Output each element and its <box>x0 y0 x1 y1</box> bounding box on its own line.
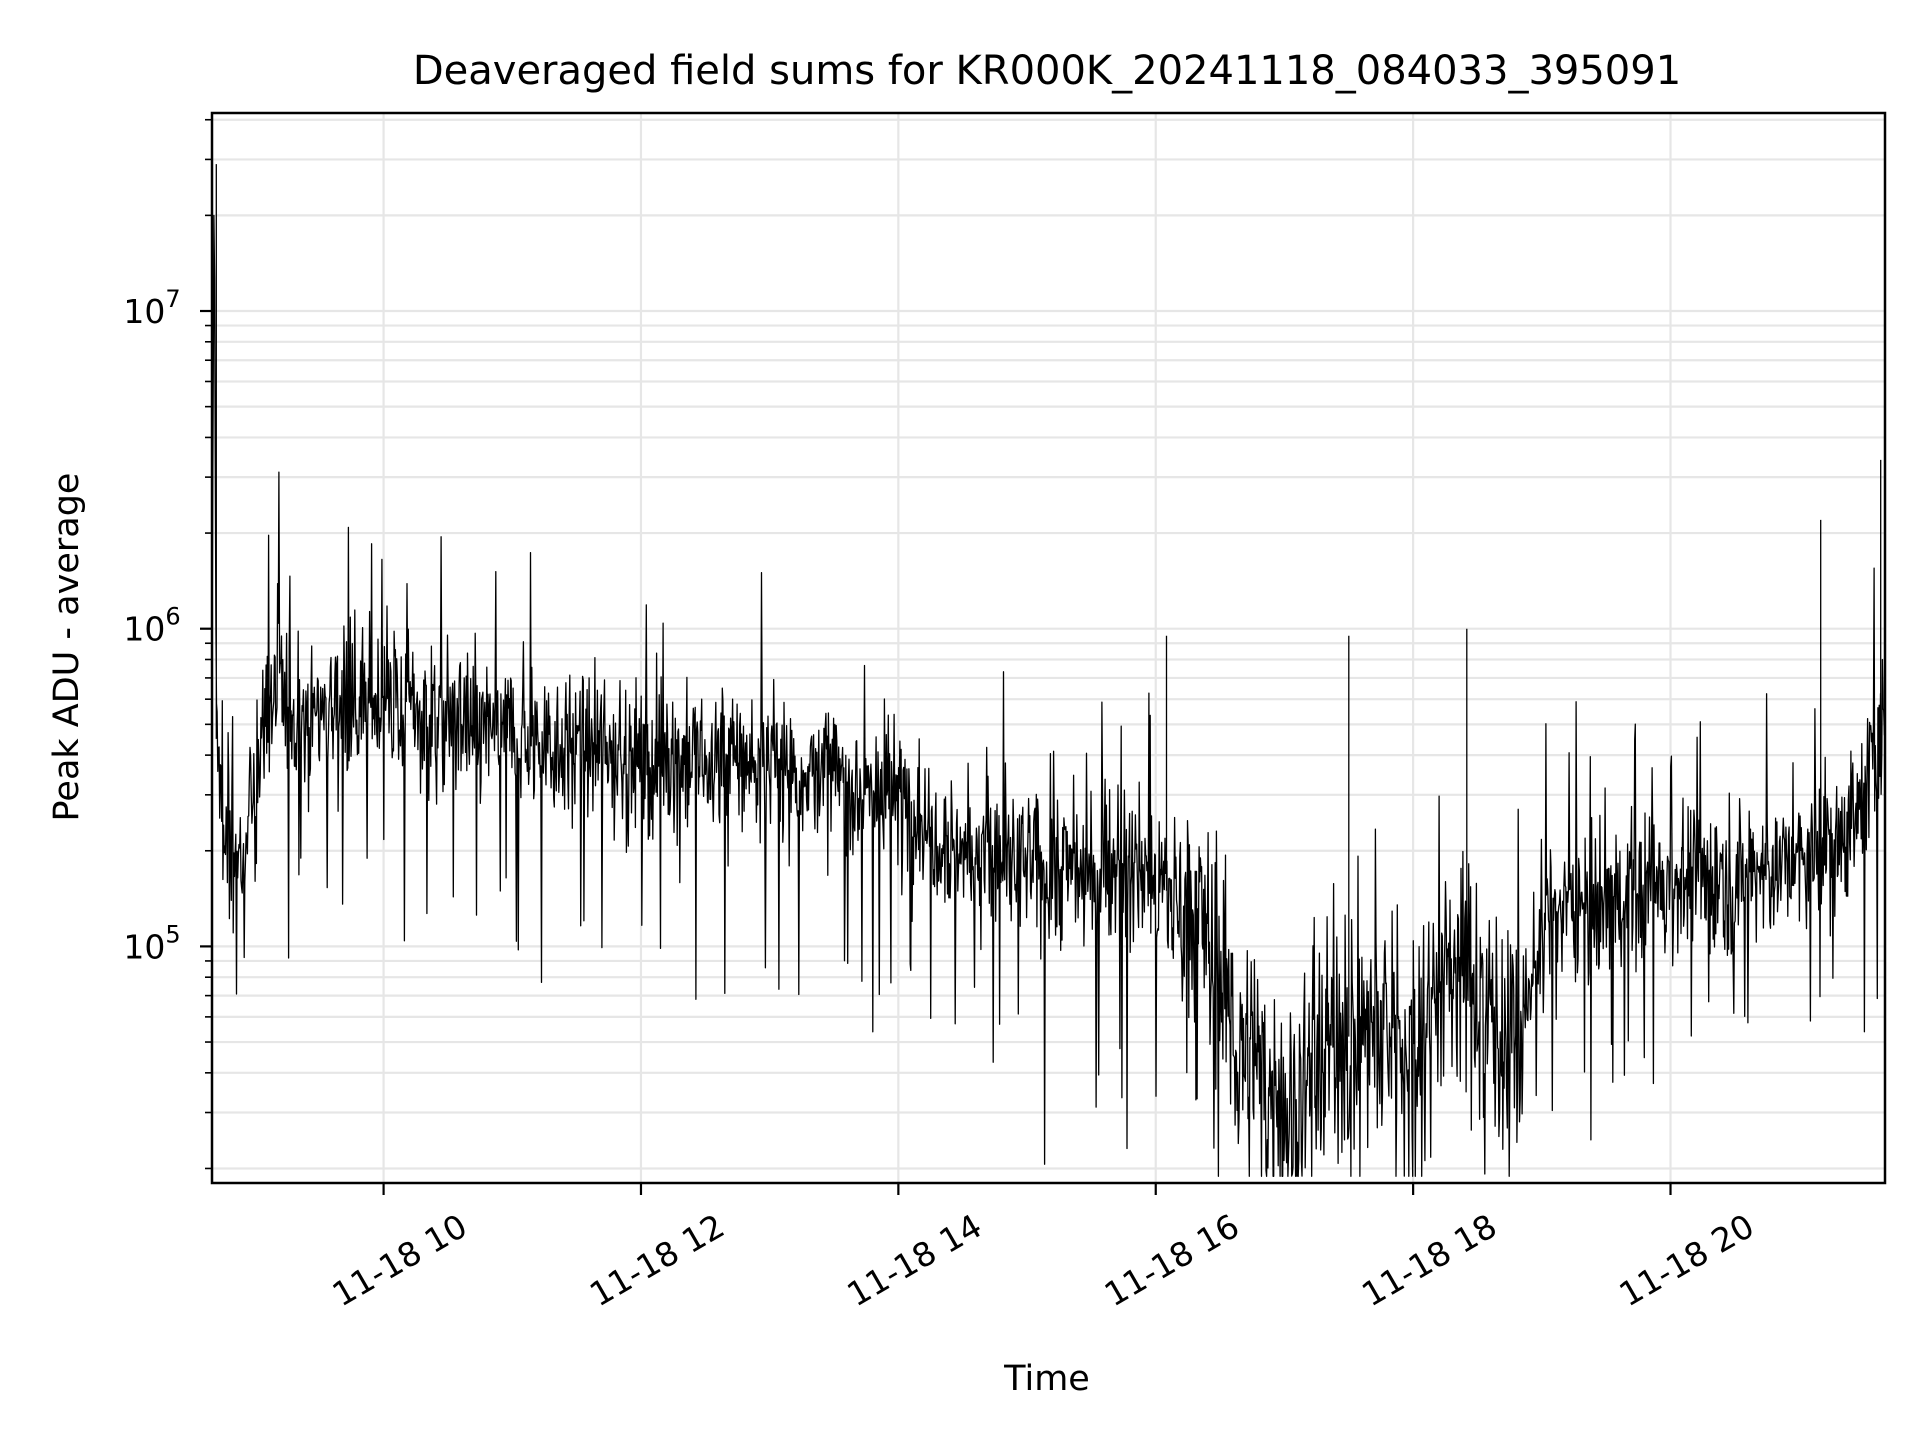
y-tick-exponent: 5 <box>165 920 180 948</box>
x-axis-label: Time <box>1003 1359 1090 1399</box>
series-line-layer <box>211 164 1886 1177</box>
y-tick-label: 106 <box>123 603 180 649</box>
chart-title: Deaveraged field sums for KR000K_2024111… <box>413 48 1681 94</box>
series-line <box>211 164 1886 1177</box>
y-tick-exponent: 7 <box>165 285 180 313</box>
y-tick-exponent: 6 <box>165 603 180 631</box>
y-axis-label: Peak ADU - average <box>47 473 87 822</box>
plot-frame <box>210 111 1887 1185</box>
